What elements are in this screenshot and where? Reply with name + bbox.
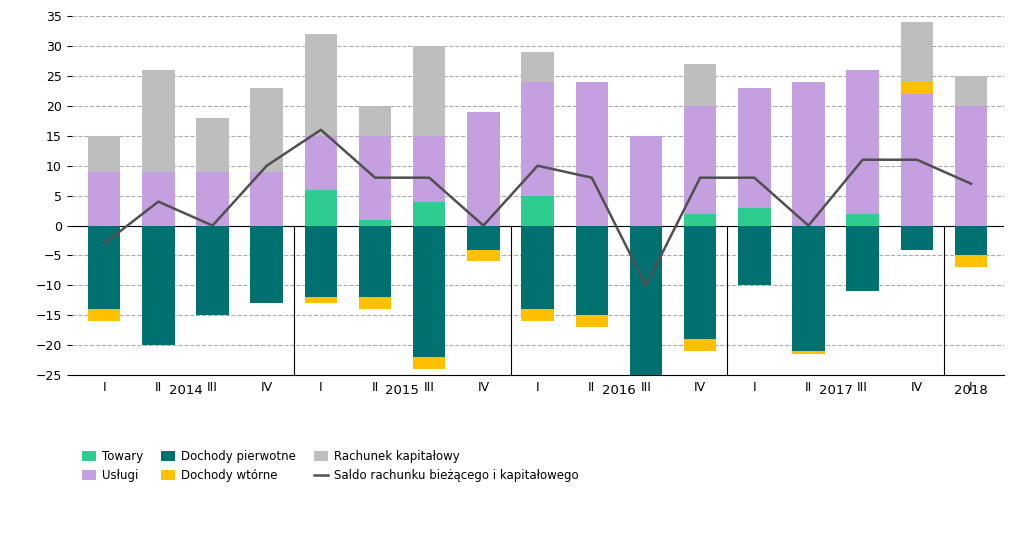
Text: 2016: 2016 [602,384,636,397]
Bar [251,226,283,303]
Bar [467,112,500,226]
Bar [197,118,228,172]
Bar [738,207,770,226]
Bar [142,226,175,345]
Bar [305,190,337,226]
Bar [847,213,879,226]
Bar [954,226,987,256]
Bar [738,88,770,207]
Bar [467,226,500,250]
Bar [88,172,121,226]
Bar [793,82,824,226]
Bar [197,172,228,226]
Text: 2014: 2014 [169,384,203,397]
Bar [305,226,337,297]
Text: 2018: 2018 [954,384,988,397]
Legend: Towary, Usługi, Dochody pierwotne, Dochody wtórne, Rachunek kapitałowy, Saldo ra: Towary, Usługi, Dochody pierwotne, Docho… [78,446,584,487]
Bar [900,226,933,250]
Bar [954,256,987,267]
Bar [575,82,608,226]
Bar [630,226,663,375]
Bar [358,136,391,220]
Bar [684,106,717,213]
Bar [793,226,824,351]
Bar [575,226,608,315]
Bar [142,172,175,226]
Bar [900,82,933,94]
Bar [900,94,933,226]
Bar [954,76,987,106]
Bar [88,136,121,172]
Bar [630,375,663,387]
Bar [793,351,824,354]
Bar [358,297,391,309]
Bar [847,70,879,213]
Bar [521,196,554,226]
Bar [521,52,554,82]
Bar [88,309,121,321]
Bar [521,309,554,321]
Bar [847,226,879,292]
Bar [900,22,933,82]
Bar [197,226,228,315]
Bar [251,88,283,172]
Bar [305,34,337,136]
Bar [413,202,445,226]
Bar [413,136,445,202]
Bar [521,226,554,309]
Bar [575,315,608,327]
Text: 2017: 2017 [818,384,853,397]
Bar [738,226,770,285]
Bar [467,250,500,262]
Bar [954,106,987,226]
Bar [684,213,717,226]
Bar [88,226,121,309]
Bar [251,172,283,226]
Text: 2015: 2015 [385,384,419,397]
Bar [358,226,391,297]
Bar [684,339,717,351]
Bar [305,136,337,190]
Bar [413,226,445,357]
Bar [684,226,717,339]
Bar [358,106,391,136]
Bar [521,82,554,196]
Bar [413,46,445,136]
Bar [684,64,717,106]
Bar [413,357,445,369]
Bar [305,297,337,303]
Bar [142,70,175,172]
Bar [358,220,391,226]
Bar [630,136,663,226]
